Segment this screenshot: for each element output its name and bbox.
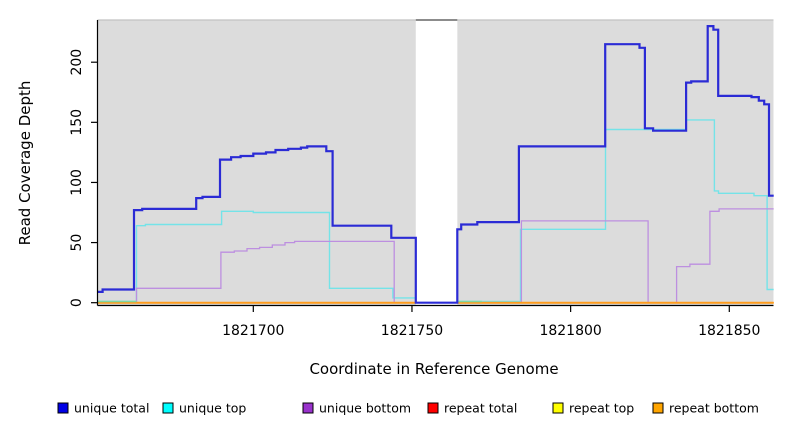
x-tick-label: 1821850 [698, 323, 760, 339]
y-tick-label: 100 [69, 169, 85, 196]
y-tick-label: 50 [69, 234, 85, 252]
legend-label: unique total [74, 401, 149, 416]
x-axis-label: Coordinate in Reference Genome [309, 360, 558, 378]
legend-item: unique total [57, 401, 149, 416]
legend-item: repeat bottom [652, 401, 759, 416]
x-tick-label: 1821750 [381, 323, 443, 339]
legend-swatch-repeat-total [427, 402, 439, 414]
unique-total-line [97, 25, 774, 304]
y-tick-label: 200 [69, 49, 85, 76]
legend-label: repeat total [444, 401, 517, 416]
legend: unique total unique top unique bottom repea… [57, 401, 759, 416]
legend-swatch-repeat-top [552, 402, 564, 414]
x-tick-label: 1821700 [222, 323, 284, 339]
legend-item: unique top [162, 401, 246, 416]
no-data-gap [415, 19, 458, 306]
legend-label: unique bottom [319, 401, 411, 416]
y-tick-label: 0 [69, 298, 85, 307]
legend-swatch-unique-total [57, 402, 69, 414]
x-tick-label: 1821800 [539, 323, 601, 339]
y-tick-label: 150 [69, 109, 85, 136]
gap-rect [415, 19, 458, 306]
legend-swatch-unique-bottom [302, 402, 314, 414]
legend-swatch-repeat-bottom [652, 402, 664, 414]
legend-item: repeat total [427, 401, 517, 416]
legend-label: repeat bottom [669, 401, 759, 416]
axes: 1821700 1821750 1821800 1821850 0 50 100 150 200 [69, 20, 774, 339]
legend-swatch-unique-top [162, 402, 174, 414]
legend-item: repeat top [552, 401, 634, 416]
series-unique-bottom [97, 208, 774, 304]
legend-label: unique top [179, 401, 246, 416]
series-unique-total [97, 25, 774, 304]
y-axis-label: Read Coverage Depth [16, 81, 34, 246]
legend-item: unique bottom [302, 401, 411, 416]
legend-label: repeat top [569, 401, 634, 416]
